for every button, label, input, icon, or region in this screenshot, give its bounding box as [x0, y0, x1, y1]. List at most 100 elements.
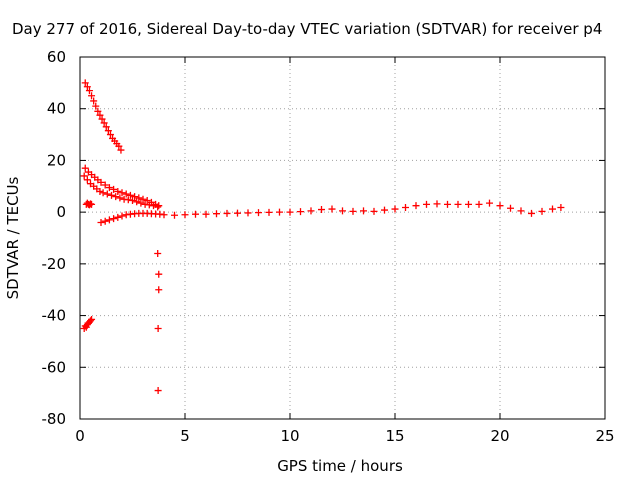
data-point — [88, 92, 96, 100]
data-layer — [80, 79, 565, 395]
x-tick-label: 0 — [75, 427, 85, 445]
data-point — [486, 199, 493, 207]
data-point — [88, 200, 96, 208]
data-point — [124, 196, 132, 204]
data-point — [297, 208, 304, 216]
data-point — [154, 203, 162, 211]
data-point — [154, 325, 162, 332]
data-point — [102, 123, 110, 131]
data-point — [150, 202, 157, 210]
data-point — [213, 210, 220, 218]
data-point — [155, 270, 163, 278]
data-point — [114, 213, 122, 221]
x-tick-label: 15 — [385, 427, 404, 445]
data-point — [265, 208, 273, 216]
data-point — [97, 218, 105, 226]
data-point — [557, 203, 565, 211]
x-tick-label: 20 — [490, 427, 509, 445]
data-point — [160, 211, 168, 219]
data-point — [517, 207, 525, 215]
data-point — [108, 191, 115, 199]
data-point — [192, 210, 199, 218]
x-tick-label: 10 — [280, 427, 299, 445]
y-axis-label: SDTVAR / TECUs — [4, 176, 22, 299]
series-main-trace — [97, 199, 565, 226]
data-point — [549, 205, 556, 213]
series-lower-decay — [80, 172, 162, 211]
data-point — [90, 97, 98, 105]
y-tick-label: 40 — [47, 100, 66, 118]
data-point — [116, 194, 124, 202]
data-point — [88, 315, 96, 323]
data-point — [110, 215, 118, 223]
y-tick-label: -40 — [42, 307, 67, 325]
data-point — [135, 194, 143, 202]
y-tick-label: 0 — [56, 203, 66, 221]
data-point — [381, 206, 388, 214]
data-point — [87, 317, 94, 325]
data-point — [507, 204, 514, 212]
data-point — [349, 207, 357, 215]
series-upper-decay — [81, 164, 163, 210]
data-point — [202, 210, 210, 218]
data-point — [98, 115, 106, 123]
data-point — [465, 200, 472, 208]
y-tick-label: -60 — [42, 358, 67, 376]
data-point — [126, 191, 134, 199]
data-point — [423, 200, 430, 208]
data-point — [117, 146, 125, 154]
data-point — [81, 164, 89, 172]
data-point — [99, 189, 107, 197]
x-tick-label: 5 — [180, 427, 190, 445]
data-point — [112, 193, 120, 201]
data-point — [286, 208, 294, 216]
series-high-arc — [81, 79, 125, 154]
data-point — [244, 209, 252, 217]
data-point — [155, 286, 163, 294]
data-point — [496, 202, 504, 210]
data-point — [103, 190, 111, 198]
data-point — [339, 207, 346, 215]
data-point — [94, 107, 102, 115]
x-axis-label: GPS time / hours — [277, 457, 403, 475]
data-point — [131, 193, 139, 201]
data-point — [255, 209, 262, 217]
data-point — [328, 205, 336, 213]
series-negative-cluster — [80, 315, 96, 332]
data-point — [106, 131, 114, 139]
data-point — [318, 206, 325, 214]
chart-title: Day 277 of 2016, Sidereal Day-to-day VTE… — [12, 20, 602, 38]
data-point — [80, 172, 88, 180]
data-point — [92, 102, 100, 110]
y-tick-label: 60 — [47, 48, 66, 66]
tick-layer: 0 5 10 15 20 25 -80 -60 -40 -20 0 20 40 60 — [42, 48, 615, 445]
data-point — [154, 387, 162, 395]
data-point — [105, 216, 113, 224]
data-point — [83, 83, 91, 91]
data-point — [96, 111, 104, 119]
data-point — [370, 207, 378, 215]
series-outliers — [154, 250, 163, 395]
data-point — [145, 201, 153, 209]
data-point — [402, 203, 409, 211]
data-point — [143, 197, 151, 205]
data-point — [83, 176, 91, 184]
y-tick-label: -20 — [42, 255, 67, 273]
data-point — [81, 79, 89, 87]
y-tick-label: 20 — [47, 151, 66, 169]
data-point — [114, 187, 122, 195]
data-point — [110, 185, 118, 193]
data-point — [101, 181, 109, 189]
y-tick-label: -80 — [42, 410, 67, 428]
data-point — [133, 198, 141, 206]
plot-frame — [79, 56, 606, 420]
data-point — [137, 199, 145, 207]
data-point — [97, 178, 105, 186]
data-point — [223, 209, 231, 217]
data-point — [181, 211, 189, 219]
data-point — [118, 189, 126, 197]
data-point — [96, 187, 104, 195]
data-point — [105, 184, 113, 192]
